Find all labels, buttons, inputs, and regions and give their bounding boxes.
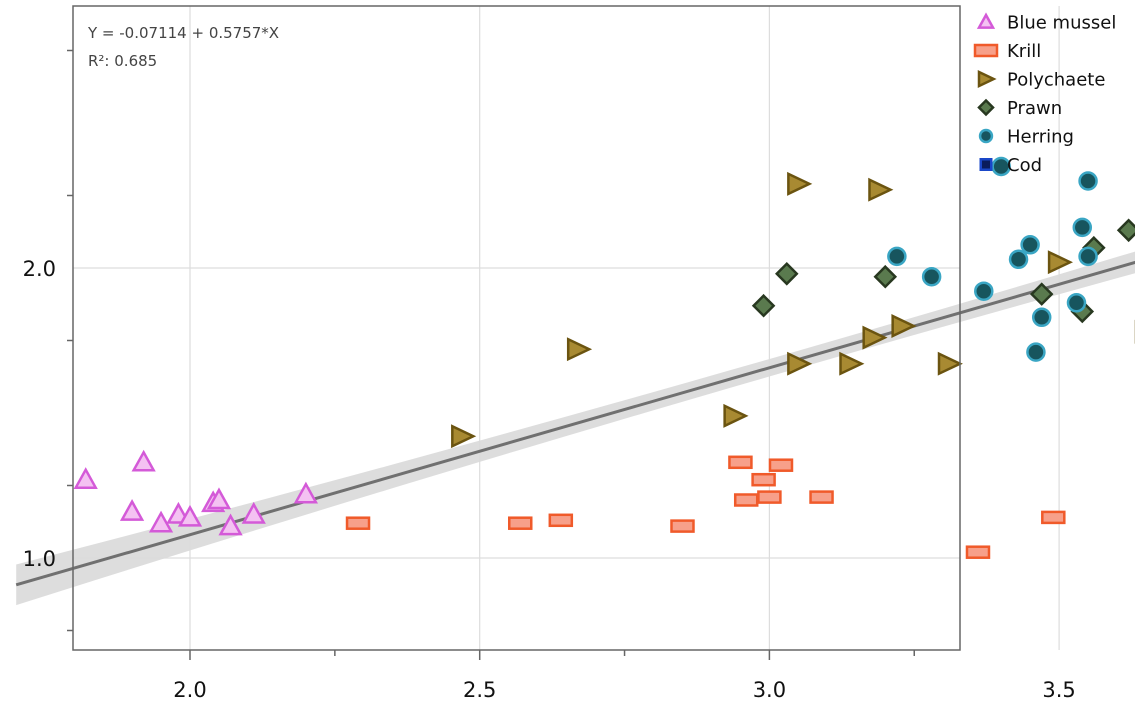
data-point — [218, 513, 243, 536]
data-point — [73, 467, 98, 489]
data-point — [768, 458, 794, 472]
data-point — [1020, 235, 1040, 255]
data-point — [345, 516, 371, 530]
data-point — [862, 325, 888, 350]
confidence-band — [16, 251, 1135, 606]
legend-marker — [977, 98, 995, 117]
x-tick-label: 3.0 — [753, 678, 786, 702]
data-point — [839, 351, 865, 376]
annotation: Y = -0.07114 + 0.5757*X R²: 0.685 — [87, 24, 279, 70]
legend-item: Herring — [978, 127, 1074, 148]
legend-marker — [979, 158, 993, 171]
data-point — [757, 490, 782, 504]
legend-marker — [976, 12, 996, 29]
series-polychaete — [451, 171, 1135, 449]
data-point — [787, 171, 813, 196]
legend-label: Prawn — [1007, 98, 1062, 119]
axes: 2.02.53.03.54.04.51.02.0 — [23, 5, 1076, 702]
legend-marker — [978, 128, 994, 144]
r-squared-label: R²: 0.685 — [88, 52, 157, 70]
data-point — [809, 490, 834, 504]
legend: Blue mussel Krill Polychaete Prawn Herring Co… — [973, 12, 1116, 176]
data-point — [751, 293, 776, 318]
legend-item: Blue mussel — [976, 12, 1116, 34]
data-point — [733, 493, 759, 507]
x-tick-label: 2.0 — [173, 678, 206, 702]
data-point — [728, 455, 753, 470]
regression-line — [15, 260, 1135, 587]
data-point — [548, 513, 574, 528]
data-point — [1029, 282, 1054, 306]
data-points — [73, 156, 1135, 559]
series-herring — [887, 156, 1098, 362]
confidence-band-shape — [16, 251, 1135, 606]
data-point — [1078, 246, 1098, 267]
legend-label: Krill — [1007, 41, 1041, 62]
legend-marker — [977, 70, 997, 88]
legend-item: Prawn — [977, 98, 1062, 119]
data-point — [293, 481, 319, 504]
data-point — [887, 246, 907, 267]
data-point — [1072, 217, 1093, 238]
data-point — [751, 472, 776, 487]
data-point — [1078, 171, 1098, 191]
data-point — [566, 337, 593, 362]
data-point — [131, 449, 156, 472]
y-tick-label: 2.0 — [23, 257, 56, 281]
data-point — [148, 510, 174, 533]
data-point — [206, 487, 232, 510]
data-point — [177, 504, 203, 527]
legend-label: Polychaete — [1007, 70, 1105, 91]
data-point — [891, 314, 917, 338]
data-point — [1041, 510, 1066, 525]
data-point — [787, 351, 813, 376]
data-point — [723, 403, 749, 428]
data-point — [670, 519, 695, 533]
data-point — [868, 177, 894, 202]
data-point — [1116, 218, 1135, 243]
data-point — [508, 516, 533, 530]
data-point — [119, 499, 145, 521]
data-point — [451, 424, 477, 449]
series-blue-mussel — [73, 449, 319, 536]
data-point — [921, 266, 942, 287]
data-point — [991, 156, 1011, 177]
data-point — [1008, 249, 1029, 270]
legend-label: Cod — [1007, 155, 1042, 176]
legend-marker — [973, 43, 999, 58]
data-point — [1047, 250, 1074, 275]
legend-label: Blue mussel — [1007, 13, 1116, 34]
series-prawn — [751, 218, 1135, 324]
regression-line-group — [15, 260, 1135, 587]
plot-frame — [72, 5, 961, 651]
legend-item: Krill — [973, 41, 1041, 62]
data-point — [1031, 307, 1052, 328]
data-point — [965, 545, 991, 559]
data-point — [974, 281, 994, 301]
data-point — [775, 262, 799, 286]
x-tick-label: 3.5 — [1042, 678, 1075, 702]
regression-equation: Y = -0.07114 + 0.5757*X — [87, 24, 279, 42]
legend-label: Herring — [1007, 127, 1074, 148]
data-point — [937, 351, 963, 376]
data-point — [1066, 293, 1087, 313]
legend-item: Polychaete — [977, 70, 1105, 91]
series-krill — [345, 455, 1066, 559]
data-point — [1026, 342, 1046, 362]
data-point — [873, 264, 898, 289]
y-tick-label: 1.0 — [23, 547, 56, 571]
x-tick-label: 2.5 — [463, 678, 496, 702]
legend-item: Cod — [979, 155, 1042, 176]
data-point — [241, 501, 266, 524]
